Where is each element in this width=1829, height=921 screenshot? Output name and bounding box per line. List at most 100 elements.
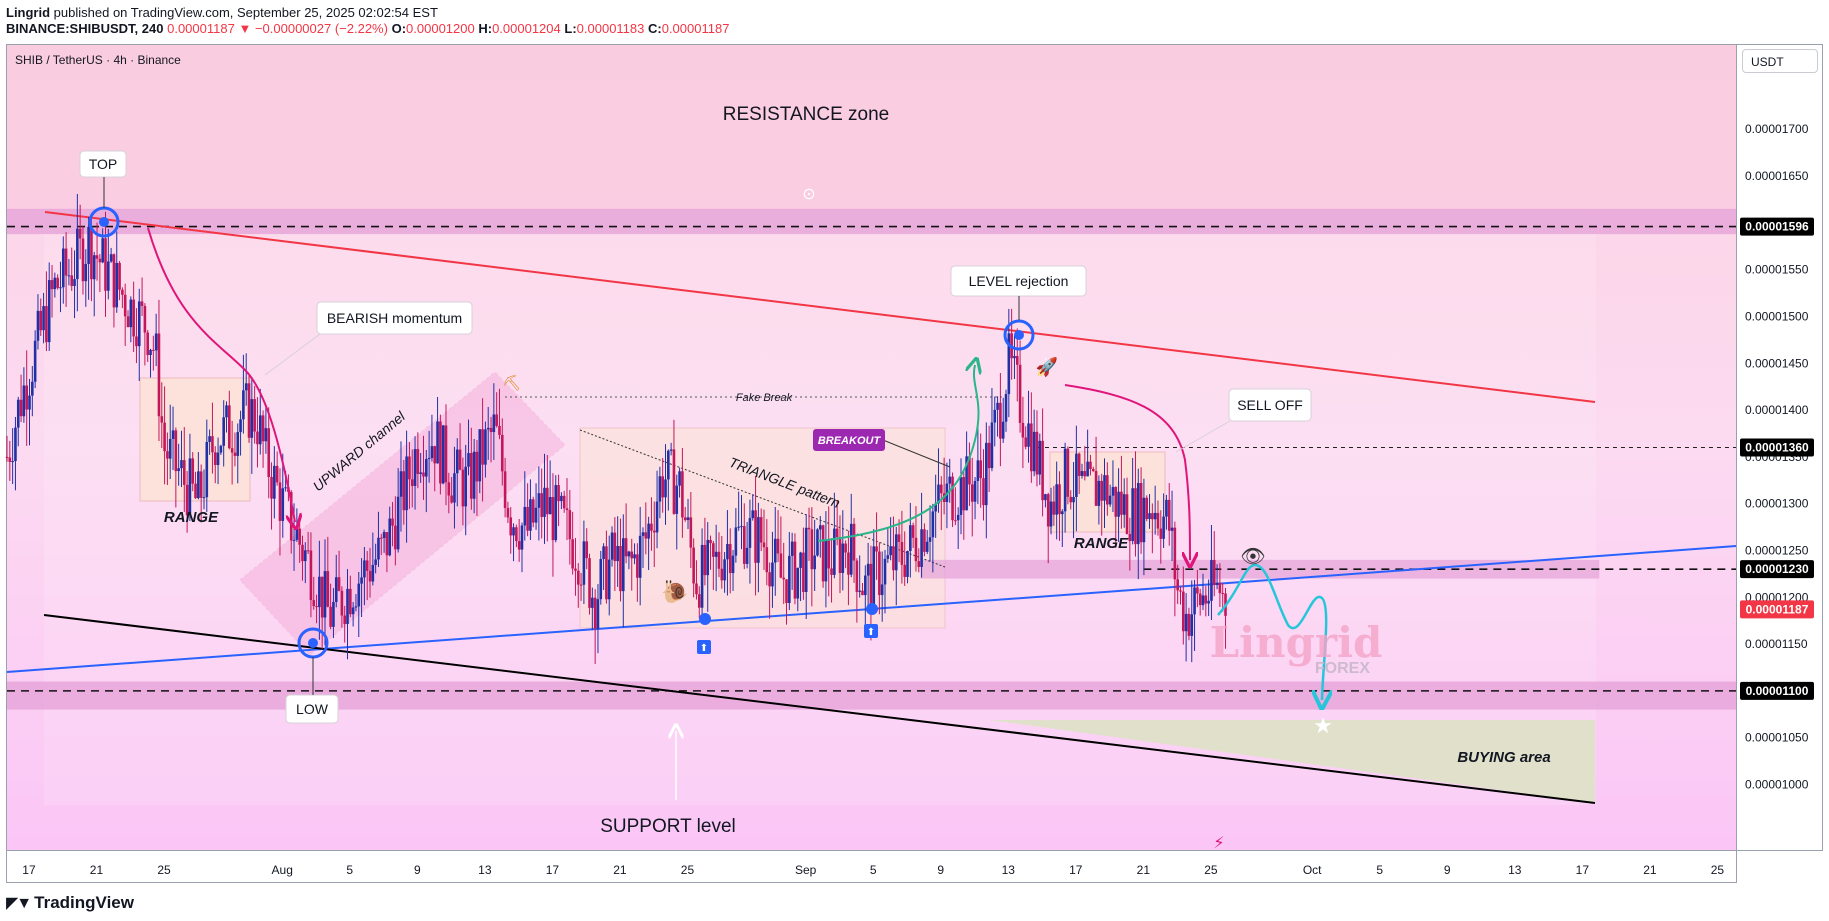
candle-body-up: [959, 477, 963, 515]
candle-body-down: [174, 430, 178, 472]
candle-body-up: [399, 471, 403, 497]
candle-body-up: [73, 279, 76, 286]
candle-body-up: [137, 301, 141, 347]
y-tick-label: 0.00001400: [1745, 403, 1809, 417]
candle-body-down: [917, 561, 921, 567]
candle-body-down: [1015, 355, 1019, 365]
candle-body-down: [1024, 437, 1028, 447]
candle-body-down: [270, 476, 273, 499]
candle-body-up: [602, 546, 605, 560]
down-circle-icon: ⊙: [802, 186, 815, 203]
touch-point-2: [866, 603, 878, 615]
candle-body-down: [861, 590, 864, 596]
candle-body-up: [731, 555, 735, 574]
forex-watermark: FOREX: [1315, 660, 1370, 677]
last-price: 0.00001187: [167, 21, 235, 36]
x-tick-label: 9: [937, 863, 944, 877]
candle-body-down: [1179, 590, 1182, 592]
candle-body-up: [332, 601, 335, 627]
buying-area: [990, 720, 1595, 803]
candle-body-up: [149, 349, 152, 356]
time-axis[interactable]: [6, 851, 1737, 883]
candle-body-down: [118, 262, 121, 290]
author-name[interactable]: Lingrid: [6, 5, 51, 20]
candle-body-down: [962, 477, 966, 511]
symbol-name: BINANCE:SHIBUSDT, 240: [6, 21, 164, 36]
candle-body-up: [109, 254, 113, 262]
candle-body-up: [303, 550, 307, 562]
candle-body-up: [748, 518, 752, 548]
x-tick-label: 17: [1069, 863, 1083, 877]
lightning-icon: ⚡: [1213, 835, 1224, 852]
candle-body-up: [548, 497, 552, 515]
candle-body-down: [531, 499, 535, 523]
candle-body-up: [239, 419, 242, 433]
low-label-box: [285, 694, 339, 724]
candle-body-up: [1122, 494, 1126, 515]
candle-body-up: [647, 523, 650, 539]
y-tick-label: 0.00001650: [1745, 169, 1809, 183]
candle-body-down: [140, 301, 144, 306]
candle-body-down: [343, 615, 346, 624]
candle-body-down: [1021, 422, 1025, 438]
candle-body-up: [633, 554, 636, 559]
candle-body-up: [1063, 448, 1067, 512]
candle-body-down: [835, 528, 839, 538]
range-right-text: RANGE: [1074, 535, 1129, 552]
candle-body-up: [28, 395, 31, 410]
candle-body-up: [543, 487, 546, 517]
top-circle-dot: [99, 217, 109, 227]
candle-body-up: [1117, 491, 1120, 517]
candle-body-down: [70, 275, 74, 286]
candle-body-down: [1058, 484, 1061, 515]
high-label: H:: [478, 21, 493, 36]
chart-title: SHIB / TetherUS · 4h · Binance: [15, 53, 181, 67]
tradingview-logo[interactable]: ◤▼ TradingView: [6, 893, 134, 913]
candle-body-up: [686, 517, 690, 521]
sell-off-label: SELL OFF: [1237, 397, 1303, 413]
candle-body-down: [64, 248, 68, 276]
level-price-text: 0.00001596: [1745, 220, 1809, 234]
candle-body-up: [84, 263, 88, 282]
candle-body-down: [312, 600, 316, 607]
x-tick-label: Aug: [272, 863, 293, 877]
candle-body-down: [765, 547, 769, 573]
candle-body-down: [897, 534, 901, 542]
candle-body-up: [1004, 394, 1008, 422]
candle-body-down: [652, 530, 656, 533]
candle-body-up: [67, 275, 71, 277]
low-value: 0.00001183: [576, 21, 645, 36]
candle-body-up: [441, 425, 445, 484]
candle-body-down: [709, 539, 712, 544]
level-price-badge: [1740, 438, 1814, 457]
range-left-text: RANGE: [164, 509, 219, 526]
candle-body-up: [858, 590, 861, 592]
bearish-pointer: [264, 333, 321, 376]
candle-body-down: [182, 460, 186, 485]
candle-body-down: [982, 478, 985, 506]
currency-button[interactable]: USDT: [1742, 49, 1818, 73]
candle-body-down: [475, 451, 479, 482]
x-tick-label: 13: [478, 863, 492, 877]
candle-body-up: [804, 527, 808, 592]
close-label: C:: [648, 21, 662, 36]
candle-body-up: [796, 567, 800, 599]
candle-body-up: [154, 333, 158, 351]
candle-body-up: [357, 583, 361, 607]
candle-body-down: [481, 429, 484, 465]
candle-body-up: [1080, 471, 1084, 476]
candle-body-down: [19, 399, 23, 417]
candle-body-down: [875, 546, 878, 552]
candle-body-down: [968, 456, 971, 485]
candle-body-down: [340, 590, 344, 616]
candle-body-up: [16, 399, 20, 428]
candle-body-up: [61, 248, 65, 288]
down-triangle-icon: ▼: [238, 21, 252, 36]
candle-body-down: [503, 471, 507, 508]
candle-body-up: [866, 563, 870, 576]
candle-body-up: [168, 438, 172, 459]
candle-body-down: [847, 552, 850, 575]
sell-off-label-box: [1228, 388, 1312, 422]
buying-area-text: BUYING area: [1457, 749, 1550, 766]
